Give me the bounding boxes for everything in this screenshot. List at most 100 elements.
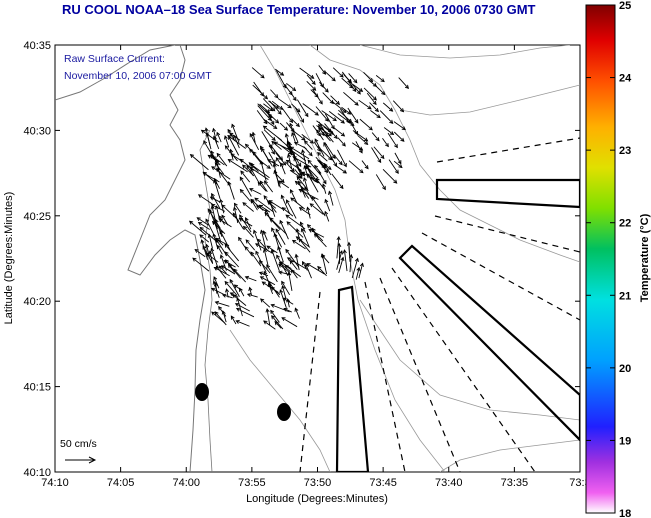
plot-frame	[54, 44, 581, 473]
shipping-lane-south	[335, 285, 370, 472]
y-tick-label: 40:30	[23, 125, 51, 137]
current-vector	[283, 308, 292, 313]
current-vector	[245, 276, 257, 282]
current-vector	[259, 260, 271, 274]
current-vector	[199, 234, 210, 243]
current-vector	[234, 203, 242, 214]
current-vector	[223, 260, 236, 268]
current-vector	[245, 239, 256, 251]
current-vector	[249, 133, 260, 151]
current-vector	[227, 129, 236, 142]
current-vector	[263, 103, 273, 111]
current-vector	[268, 283, 274, 295]
current-annotation-line2: November 10, 2006 07:00 GMT	[64, 70, 212, 82]
current-vector	[294, 169, 303, 179]
current-vectors	[188, 65, 409, 330]
current-vector	[307, 173, 319, 193]
current-vector	[270, 286, 281, 296]
current-vector	[250, 163, 270, 179]
x-tick-label: 73:45	[369, 477, 397, 489]
current-vector	[299, 189, 319, 200]
current-vector	[281, 108, 293, 123]
current-vector	[282, 297, 294, 305]
current-vector	[392, 100, 404, 112]
current-vector	[260, 298, 271, 308]
current-vector	[192, 257, 210, 272]
current-vector	[242, 164, 255, 177]
current-vector	[283, 84, 293, 96]
current-vector	[393, 121, 406, 130]
current-vector	[317, 152, 328, 162]
current-vector	[299, 207, 311, 216]
current-vector	[268, 200, 284, 210]
current-vector	[254, 197, 274, 213]
current-vector	[206, 252, 219, 263]
current-vector	[287, 154, 293, 170]
current-vector	[294, 157, 303, 177]
shipping-lane-east	[435, 178, 580, 209]
current-vector	[307, 159, 321, 175]
current-vector	[262, 98, 276, 112]
current-vector	[263, 320, 276, 330]
bathymetry-contour-3	[359, 45, 571, 59]
current-vector	[268, 100, 279, 109]
current-vector	[375, 174, 386, 190]
current-vector	[260, 230, 267, 249]
current-vector	[349, 254, 352, 273]
current-vector	[281, 195, 291, 214]
current-vector	[273, 163, 280, 187]
current-vector	[236, 320, 250, 327]
current-vector	[318, 171, 327, 184]
current-vector	[286, 221, 304, 238]
current-vector	[231, 124, 240, 143]
current-vector	[259, 103, 270, 113]
current-vector	[321, 110, 337, 121]
current-vector	[333, 154, 343, 165]
current-vector	[215, 301, 230, 307]
current-vector	[224, 135, 230, 148]
current-vector	[299, 67, 314, 79]
current-vector	[301, 228, 310, 248]
current-vector	[247, 293, 258, 298]
current-vector	[382, 102, 393, 112]
current-vector	[270, 310, 280, 323]
current-vector	[216, 132, 222, 143]
colorbar-tick-label: 19	[619, 435, 631, 447]
current-vector	[338, 257, 344, 274]
current-vector	[324, 211, 330, 222]
current-vector	[263, 249, 269, 266]
current-vector	[198, 222, 210, 230]
current-vector	[267, 159, 280, 167]
current-vector	[213, 276, 220, 289]
current-vector	[285, 214, 306, 230]
x-tick-label: 73:40	[435, 477, 463, 489]
current-vector	[190, 154, 209, 171]
current-vector	[215, 159, 221, 178]
current-vector	[249, 166, 269, 180]
current-vector	[275, 228, 286, 245]
current-vector	[289, 260, 298, 270]
x-tick-label: 74:05	[107, 477, 135, 489]
current-vector	[263, 129, 276, 141]
current-vector	[214, 267, 230, 277]
current-vector	[348, 73, 358, 83]
buoy-marker	[277, 403, 291, 421]
current-vector	[366, 92, 377, 105]
current-vector	[271, 100, 283, 110]
current-vector	[285, 265, 301, 278]
current-vector	[224, 251, 240, 268]
current-vector	[228, 264, 235, 273]
current-vector	[318, 124, 334, 143]
current-vector	[315, 106, 329, 122]
current-vector	[275, 68, 284, 76]
current-vector	[322, 183, 327, 194]
current-vector	[289, 123, 299, 143]
current-vector	[382, 168, 398, 184]
current-vector	[300, 221, 306, 233]
current-vector	[279, 262, 291, 273]
current-vector	[264, 110, 279, 124]
current-vector	[271, 315, 284, 330]
y-tick-label: 40:35	[23, 40, 51, 52]
current-vector	[291, 132, 296, 144]
current-vector	[213, 220, 222, 242]
